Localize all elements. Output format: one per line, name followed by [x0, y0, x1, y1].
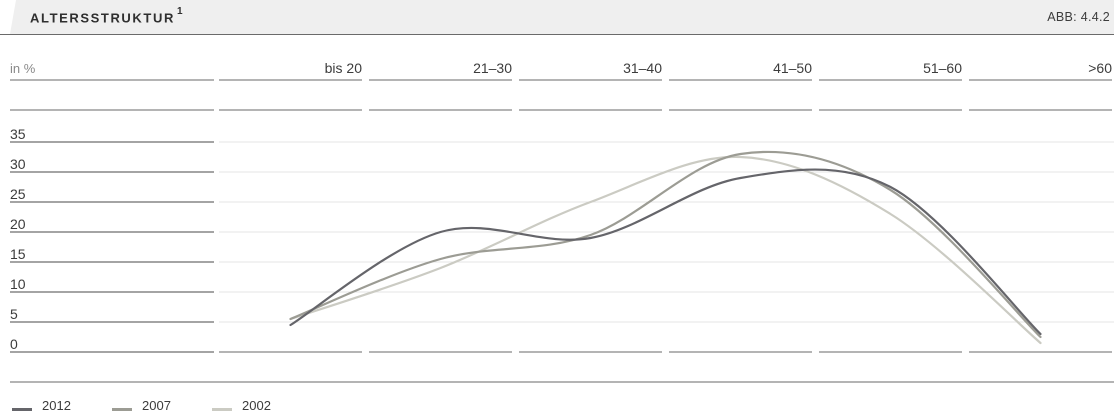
- header-rule: [0, 34, 1114, 35]
- chart-title-text: ALTERSSTRUKTUR: [30, 10, 175, 26]
- series-line-2007: [289, 150, 1042, 339]
- legend-label-2002: 2002: [242, 398, 271, 413]
- y-tick-label-0: 0: [10, 336, 18, 352]
- y-tick-label-25: 25: [10, 186, 26, 202]
- chart-header: ALTERSSTRUKTUR 1 ABB: 4.4.2: [0, 0, 1114, 34]
- chart-title: ALTERSSTRUKTUR 1: [30, 6, 183, 26]
- category-label-1: 21–30: [473, 60, 512, 76]
- y-tick-label-20: 20: [10, 216, 26, 232]
- category-label-2: 31–40: [623, 60, 662, 76]
- line-chart: in % bis 20 21–30 31–40 41–50 51–60 >60 35 30 25 2…: [10, 60, 1114, 383]
- series-line-2012: [289, 168, 1042, 336]
- legend-swatch-2012: [12, 408, 32, 411]
- figure-number: ABB: 4.4.2: [1047, 10, 1110, 24]
- y-unit-label: in %: [10, 61, 36, 76]
- y-tick-label-35: 35: [10, 126, 26, 142]
- header-background: [10, 0, 1114, 34]
- series-line-2002: [289, 155, 1042, 345]
- category-label-3: 41–50: [773, 60, 812, 76]
- y-tick-label-30: 30: [10, 156, 26, 172]
- category-label-0: bis 20: [325, 60, 363, 76]
- footnote-marker: 1: [176, 6, 183, 17]
- y-tick-label-15: 15: [10, 246, 26, 262]
- y-tick-label-10: 10: [10, 276, 26, 292]
- category-label-5: >60: [1088, 60, 1112, 76]
- legend-label-2012: 2012: [42, 398, 71, 413]
- category-label-4: 51–60: [923, 60, 962, 76]
- y-tick-label-5: 5: [10, 306, 18, 322]
- legend-swatch-2007: [112, 408, 132, 411]
- legend-swatch-2002: [212, 408, 232, 411]
- legend-label-2007: 2007: [142, 398, 171, 413]
